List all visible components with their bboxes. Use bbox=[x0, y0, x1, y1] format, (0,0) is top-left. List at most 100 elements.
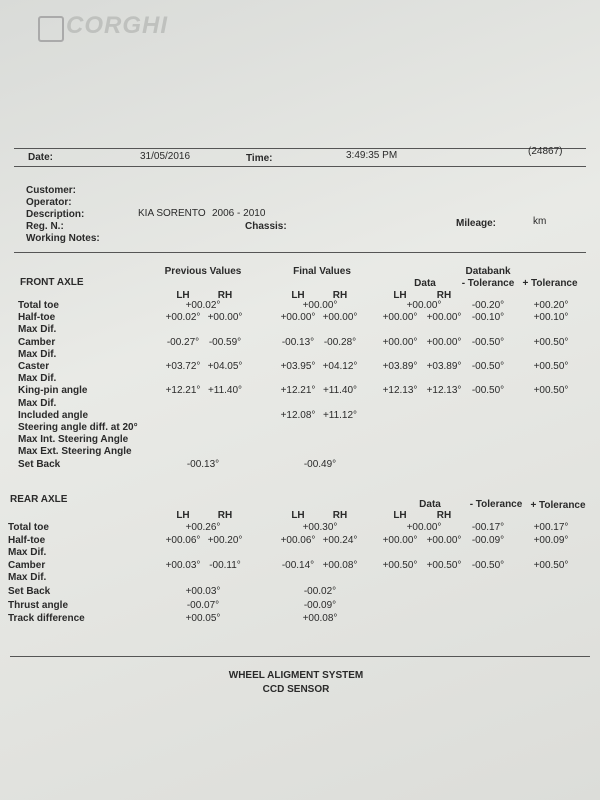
reg-label: Reg. N.: bbox=[26, 221, 64, 232]
row-label: Included angle bbox=[18, 409, 89, 421]
column-header: - Tolerance bbox=[461, 278, 515, 289]
row-label: King-pin angle bbox=[18, 385, 88, 397]
value-cell: +00.05° bbox=[185, 613, 221, 624]
plus-tolerance: +00.50° bbox=[533, 385, 569, 397]
minus-tolerance: -00.50° bbox=[471, 385, 505, 397]
value-cell: -00.49° bbox=[303, 458, 337, 470]
value-cell: +00.00° bbox=[302, 300, 338, 311]
row-label: Caster bbox=[18, 361, 50, 372]
value-cell: +03.72° bbox=[165, 361, 201, 372]
value-cell: +00.30° bbox=[302, 522, 338, 533]
rule bbox=[10, 656, 590, 657]
value-cell: +03.89° bbox=[426, 361, 462, 372]
row-label: Max Dif. bbox=[18, 324, 57, 336]
rule bbox=[14, 166, 586, 167]
value-cell: +04.12° bbox=[322, 361, 358, 372]
value-cell: -00.13° bbox=[281, 336, 315, 348]
lh-header: LH bbox=[393, 290, 407, 301]
row-label: Total toe bbox=[8, 522, 49, 533]
row-label: Set Back bbox=[18, 458, 61, 470]
value-cell: +00.00° bbox=[322, 312, 358, 324]
minus-tolerance: -00.17° bbox=[471, 522, 505, 533]
plus-tolerance: +00.10° bbox=[533, 312, 569, 324]
plus-tolerance: +00.09° bbox=[533, 535, 569, 546]
minus-tolerance: -00.10° bbox=[471, 312, 505, 324]
column-header: + Tolerance bbox=[522, 278, 578, 289]
value-cell: +00.00° bbox=[426, 336, 462, 348]
description-label: Description: bbox=[26, 209, 85, 220]
rule bbox=[14, 252, 586, 253]
chassis-label: Chassis: bbox=[245, 221, 287, 232]
row-label: Max Int. Steering Angle bbox=[18, 434, 129, 446]
minus-tolerance: -00.20° bbox=[471, 300, 505, 311]
value-cell: +00.50° bbox=[382, 560, 418, 571]
value-cell: +11.40° bbox=[207, 385, 243, 397]
row-label: Max Dif. bbox=[18, 397, 57, 409]
column-header: Data bbox=[414, 278, 436, 289]
value-cell: -00.13° bbox=[186, 458, 220, 470]
column-header: + Tolerance bbox=[530, 500, 586, 511]
reference: (24867) bbox=[528, 146, 563, 157]
notes-label: Working Notes: bbox=[26, 233, 100, 244]
rh-header: RH bbox=[217, 290, 233, 301]
plus-tolerance: +00.17° bbox=[533, 522, 569, 533]
rh-header: RH bbox=[436, 290, 452, 301]
value-cell: +00.00° bbox=[426, 535, 462, 546]
value-cell: +00.06° bbox=[280, 535, 316, 546]
column-header: - Tolerance bbox=[469, 499, 523, 510]
value-cell: +00.02° bbox=[165, 312, 201, 324]
row-label: Max Dif. bbox=[18, 348, 57, 360]
row-label: Steering angle diff. at 20° bbox=[18, 422, 138, 433]
value-cell: +00.06° bbox=[165, 535, 201, 546]
date-label: Date: bbox=[28, 152, 54, 163]
lh-header: LH bbox=[176, 290, 190, 301]
minus-tolerance: -00.50° bbox=[471, 336, 505, 348]
value-cell: +00.00° bbox=[382, 336, 418, 348]
footer-subtitle: CCD SENSOR bbox=[262, 684, 330, 695]
time: 3:49:35 PM bbox=[346, 150, 398, 161]
value-cell: +12.21° bbox=[280, 385, 316, 397]
value-cell: +00.02° bbox=[185, 300, 221, 311]
plus-tolerance: +00.50° bbox=[533, 560, 569, 571]
value-cell: +00.03° bbox=[165, 560, 201, 571]
value-cell: -00.59° bbox=[208, 336, 242, 348]
rh-header: RH bbox=[332, 510, 348, 521]
lh-header: LH bbox=[291, 290, 305, 301]
column-header: Data bbox=[419, 499, 441, 510]
logo-icon bbox=[38, 16, 64, 42]
row-label: Half-toe bbox=[18, 312, 56, 324]
value-cell: +00.00° bbox=[406, 300, 442, 311]
value-cell: +03.89° bbox=[382, 361, 418, 372]
value-cell: -00.09° bbox=[303, 600, 337, 611]
brand: CORGHI bbox=[66, 12, 168, 39]
value-cell: +00.00° bbox=[406, 522, 442, 533]
value-cell: +00.03° bbox=[185, 586, 221, 597]
vehicle-model: KIA SORENTO bbox=[138, 208, 206, 219]
minus-tolerance: -00.50° bbox=[471, 560, 505, 571]
value-cell: +00.20° bbox=[207, 535, 243, 546]
date: 31/05/2016 bbox=[140, 151, 191, 162]
value-cell: -00.02° bbox=[303, 586, 337, 597]
minus-tolerance: -00.50° bbox=[471, 361, 505, 372]
plus-tolerance: +00.50° bbox=[533, 336, 569, 348]
row-label: Half-toe bbox=[8, 535, 46, 546]
lh-header: LH bbox=[291, 510, 305, 521]
value-cell: -00.28° bbox=[323, 336, 357, 348]
value-cell: +00.00° bbox=[426, 312, 462, 324]
plus-tolerance: +00.50° bbox=[533, 361, 569, 372]
mileage-label: Mileage: bbox=[456, 218, 497, 229]
vehicle-years: 2006 - 2010 bbox=[212, 208, 266, 219]
column-header: Final Values bbox=[293, 266, 351, 277]
rule bbox=[14, 148, 586, 149]
value-cell: +00.24° bbox=[322, 535, 358, 546]
value-cell: -00.14° bbox=[281, 560, 315, 571]
value-cell: +03.95° bbox=[280, 361, 316, 372]
operator-label: Operator: bbox=[26, 197, 72, 208]
row-label: Max Dif. bbox=[18, 373, 57, 385]
column-header: Previous Values bbox=[164, 266, 242, 277]
row-label: Track difference bbox=[8, 613, 85, 624]
value-cell: +00.50° bbox=[426, 560, 462, 571]
rh-header: RH bbox=[436, 510, 452, 521]
value-cell: +12.08° bbox=[280, 409, 316, 421]
